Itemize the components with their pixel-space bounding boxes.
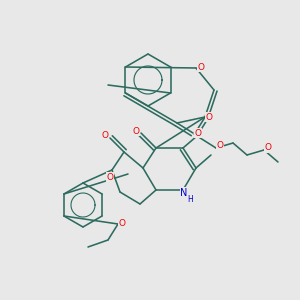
Text: O: O: [197, 62, 205, 71]
Text: N: N: [180, 188, 188, 198]
Text: O: O: [106, 172, 113, 182]
Text: O: O: [118, 218, 125, 227]
Text: H: H: [187, 196, 193, 205]
Text: O: O: [206, 112, 212, 122]
Text: O: O: [217, 142, 224, 151]
Text: O: O: [194, 128, 202, 137]
Text: O: O: [133, 127, 140, 136]
Text: O: O: [101, 131, 109, 140]
Text: O: O: [265, 143, 272, 152]
